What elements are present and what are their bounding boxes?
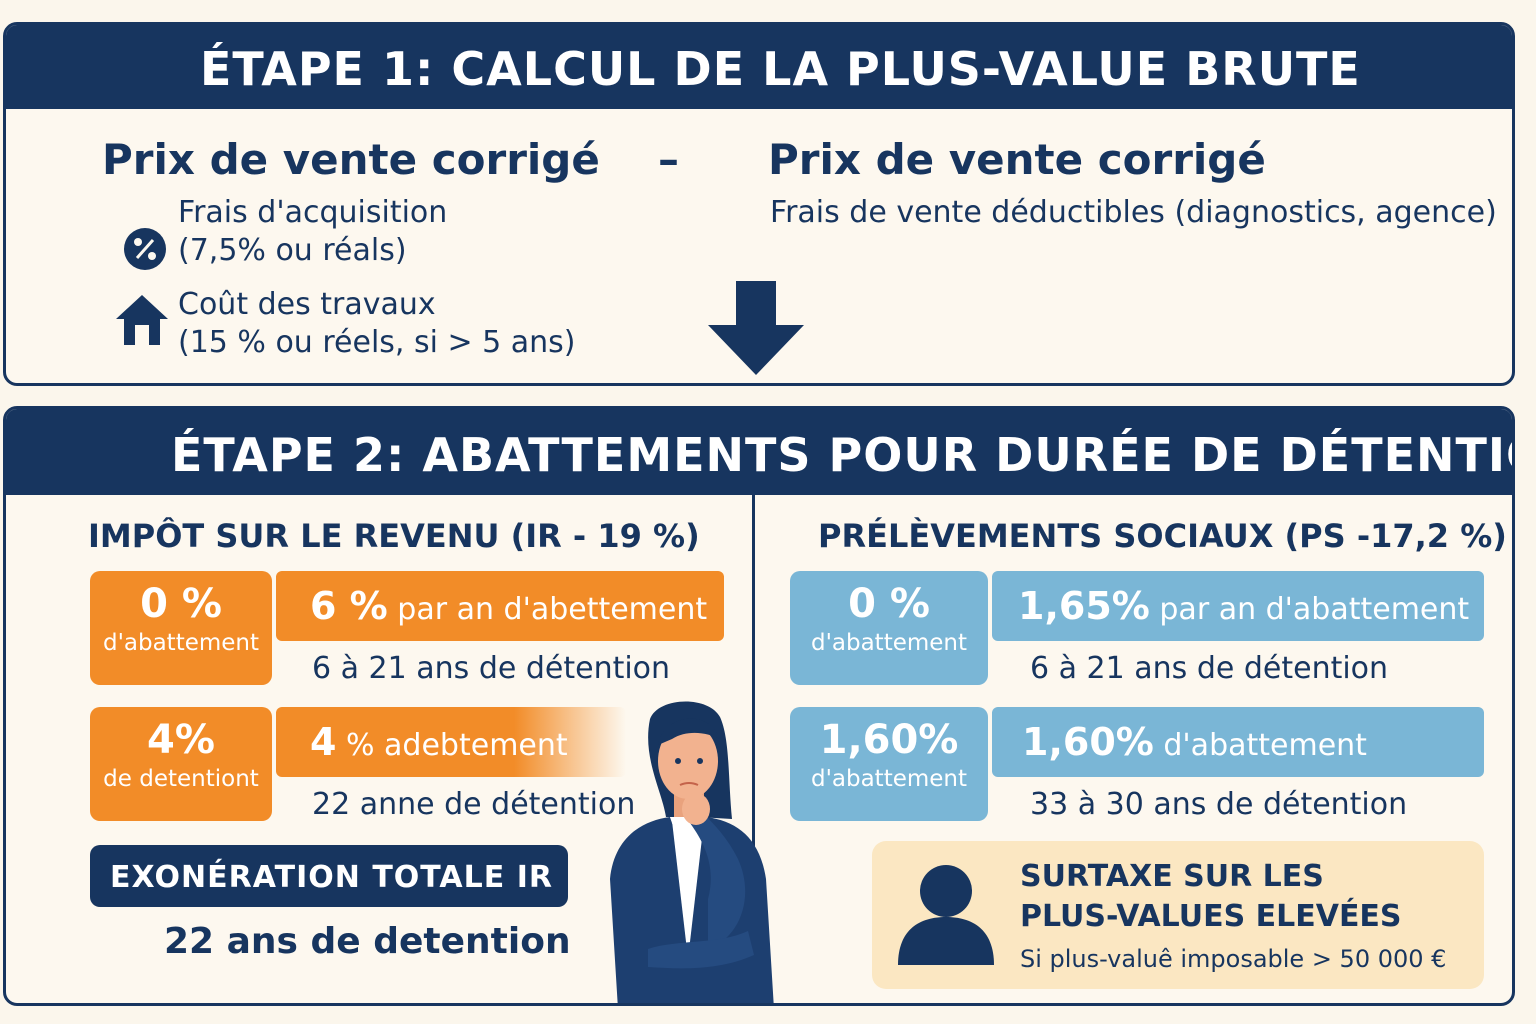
item-acquisition-line2: (7,5% ou réals) <box>178 233 407 268</box>
percent-icon <box>124 228 166 270</box>
ir-row2-bar-num: 4 <box>310 720 337 764</box>
ps-row1-bar: 1,65% par an d'abattement <box>992 571 1484 641</box>
ps-row2-pct-box: 1,60% d'abattement <box>790 707 988 821</box>
ir-row2-bar-text: % adebtement <box>346 728 568 763</box>
right-heading: Prix de vente corrigé <box>768 135 1266 184</box>
ir-row1-bar-num: 6 % <box>310 584 388 628</box>
ps-row2-bar-num: 1,60% <box>1022 720 1154 764</box>
ps-row1-pct-box: 0 % d'abattement <box>790 571 988 685</box>
ps-row1-detail: 6 à 21 ans de détention <box>1030 651 1389 686</box>
step1-title: ÉTAPE 1: CALCUL DE LA PLUS-VALUE BRUTE <box>200 42 1361 96</box>
ps-row2-pct: 1,60% <box>819 717 959 763</box>
minus-operator: – <box>658 135 679 184</box>
ir-row2-bar: 4 % adebtement <box>276 707 626 777</box>
ps-row2-bar: 1,60% d'abattement <box>992 707 1484 777</box>
user-icon <box>894 861 998 971</box>
item-travaux-line2: (15 % ou réels, si > 5 ans) <box>178 325 576 360</box>
item-acquisition-line1: Frais d'acquisition <box>178 195 448 230</box>
ps-row2-bar-text: d'abattement <box>1163 728 1367 763</box>
step2-title-band: ÉTAPE 2: ABATTEMENTS POUR DURÉE DE DÉTEN… <box>6 409 1512 495</box>
ps-row1-pct-sub: d'abattement <box>810 630 968 656</box>
ir-heading: IMPÔT SUR LE REVENU (IR - 19 %) <box>88 517 700 555</box>
ps-row1-pct: 0 % <box>848 581 930 627</box>
ir-row1-bar-text: par an d'abettement <box>397 592 708 627</box>
surtaxe-condition: Si plus-valuê imposable > 50 000 € <box>1020 945 1447 973</box>
ir-row1-detail: 6 à 21 ans de détention <box>312 651 671 686</box>
item-travaux-line1: Coût des travaux <box>178 287 436 322</box>
ir-row1-pct-box: 0 % d'abattement <box>90 571 272 685</box>
step2-panel: ÉTAPE 2: ABATTEMENTS POUR DURÉE DE DÉTEN… <box>3 406 1515 1006</box>
surtaxe-line2: PLUS-VALUES ELEVÉES <box>1020 899 1402 934</box>
ps-row1-bar-text: par an d'abattement <box>1159 592 1470 627</box>
thinking-woman-illustration <box>588 699 788 1003</box>
step1-panel: ÉTAPE 1: CALCUL DE LA PLUS-VALUE BRUTE P… <box>3 22 1515 386</box>
ir-row1-pct: 0 % <box>140 581 222 627</box>
column-divider <box>752 495 755 1003</box>
house-icon <box>114 293 170 351</box>
step1-title-band: ÉTAPE 1: CALCUL DE LA PLUS-VALUE BRUTE <box>6 25 1512 109</box>
ir-row1-pct-sub: d'abattement <box>102 630 260 656</box>
ps-row2-detail: 33 à 30 ans de détention <box>1030 787 1408 822</box>
right-description: Frais de vente déductibles (diagnostics,… <box>770 195 1497 230</box>
down-arrow-icon <box>708 281 804 381</box>
step2-title: ÉTAPE 2: ABATTEMENTS POUR DURÉE DE DÉTEN… <box>171 428 1515 482</box>
surtaxe-box: SURTAXE SUR LES PLUS-VALUES ELEVÉES Si p… <box>872 841 1484 989</box>
ps-row2-pct-sub: d'abattement <box>810 766 968 792</box>
left-heading: Prix de vente corrigé <box>102 135 600 184</box>
ir-row1-bar: 6 % par an d'abettement <box>276 571 724 641</box>
ir-row2-pct: 4% <box>147 717 215 763</box>
ps-row1-bar-num: 1,65% <box>1018 584 1150 628</box>
ir-row2-pct-box: 4% de detentiont <box>90 707 272 821</box>
exoneration-badge: EXONÉRATION TOTALE IR <box>90 845 568 907</box>
ir-row2-detail: 22 anne de détention <box>312 787 636 822</box>
surtaxe-line1: SURTAXE SUR LES <box>1020 859 1324 894</box>
exoneration-detail: 22 ans de detention <box>164 921 571 962</box>
ir-row2-pct-sub: de detentiont <box>103 766 259 792</box>
ps-heading: PRÉLÈVEMENTS SOCIAUX (PS -17,2 %) <box>818 517 1507 555</box>
